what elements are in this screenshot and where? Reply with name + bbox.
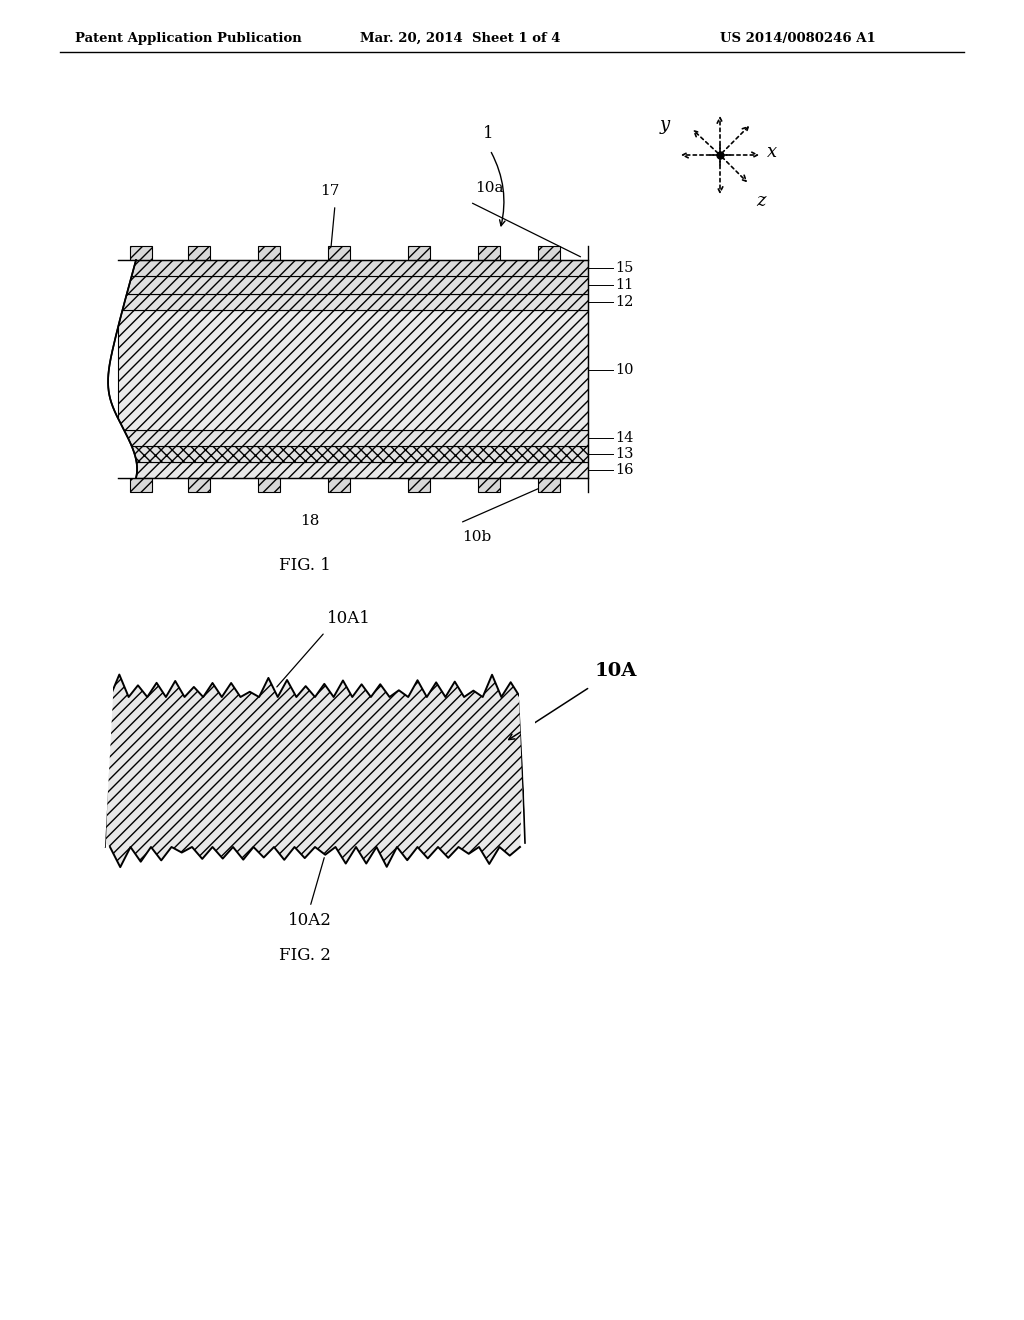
- Text: z: z: [757, 191, 766, 210]
- Bar: [408, 478, 430, 492]
- Text: 10A: 10A: [595, 663, 637, 680]
- Text: 11: 11: [615, 279, 633, 292]
- Text: Patent Application Publication: Patent Application Publication: [75, 32, 302, 45]
- Polygon shape: [95, 677, 113, 867]
- Bar: [130, 478, 152, 492]
- Text: 10A1: 10A1: [327, 610, 371, 627]
- Bar: [118, 446, 588, 462]
- Bar: [328, 246, 350, 260]
- Bar: [258, 478, 280, 492]
- Text: 10A2: 10A2: [288, 912, 332, 929]
- Bar: [118, 294, 588, 310]
- Bar: [188, 478, 210, 492]
- Bar: [130, 246, 152, 260]
- Text: x: x: [767, 143, 777, 161]
- Bar: [118, 430, 588, 446]
- Bar: [118, 310, 588, 430]
- Text: 10a: 10a: [475, 181, 504, 195]
- Polygon shape: [519, 677, 535, 867]
- Bar: [478, 478, 500, 492]
- Polygon shape: [105, 675, 525, 867]
- Bar: [258, 246, 280, 260]
- Bar: [408, 246, 430, 260]
- Polygon shape: [105, 675, 525, 867]
- Bar: [478, 246, 500, 260]
- Text: 13: 13: [615, 447, 634, 461]
- Bar: [118, 260, 588, 276]
- Text: Mar. 20, 2014  Sheet 1 of 4: Mar. 20, 2014 Sheet 1 of 4: [360, 32, 560, 45]
- Text: 10b: 10b: [462, 531, 492, 544]
- Bar: [188, 246, 210, 260]
- Bar: [118, 276, 588, 294]
- Text: 1: 1: [482, 125, 494, 143]
- Text: 14: 14: [615, 432, 634, 445]
- Text: 10: 10: [615, 363, 634, 378]
- Text: 17: 17: [321, 183, 340, 198]
- Bar: [328, 478, 350, 492]
- Text: 16: 16: [615, 463, 634, 477]
- Text: US 2014/0080246 A1: US 2014/0080246 A1: [720, 32, 876, 45]
- Text: y: y: [659, 116, 670, 133]
- Bar: [538, 478, 560, 492]
- Text: 15: 15: [615, 261, 634, 275]
- Text: FIG. 2: FIG. 2: [280, 946, 331, 964]
- Text: 12: 12: [615, 294, 634, 309]
- Text: FIG. 1: FIG. 1: [280, 557, 331, 574]
- Text: 18: 18: [300, 513, 319, 528]
- Bar: [538, 246, 560, 260]
- Polygon shape: [98, 260, 137, 478]
- Bar: [118, 462, 588, 478]
